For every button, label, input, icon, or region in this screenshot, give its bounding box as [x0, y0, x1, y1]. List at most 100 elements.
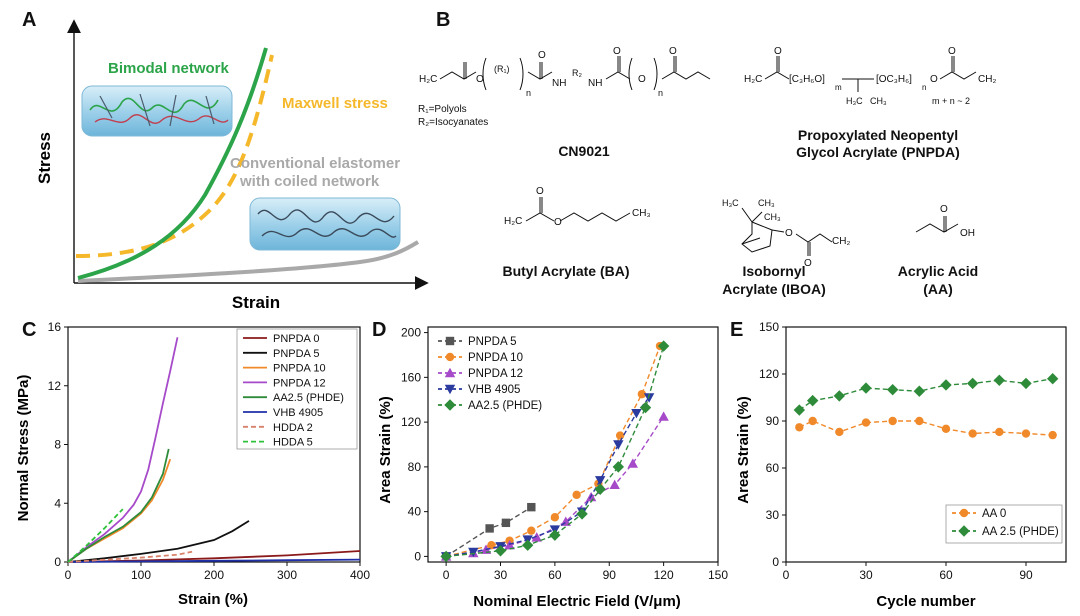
ba-ch2: H₂C [504, 216, 522, 227]
cn9021-nh2: NH [588, 78, 602, 89]
cn9021-nh1: NH [552, 78, 566, 89]
legend-label: PNPDA 10 [468, 352, 523, 364]
data-point [549, 529, 561, 541]
legend-frame [236, 328, 358, 450]
y-tick-label: 0 [414, 549, 421, 563]
iboa-name-line2: Acrylate (IBOA) [722, 281, 825, 297]
ba-structure: H₂C O O CH₃ Butyl Acrylate (BA) [502, 186, 650, 279]
maxwell-label: Maxwell stress [282, 95, 388, 112]
data-point [613, 440, 624, 450]
y-tick-label: 150 [759, 320, 779, 334]
y-tick-label: 160 [401, 370, 421, 384]
pnpda-rep2: [OC₃H₆] [876, 74, 912, 85]
series-aa-0 [795, 416, 1057, 440]
chart-c-y-label: Normal Stress (MPa) [15, 375, 32, 522]
data-point [793, 404, 806, 416]
data-point [940, 379, 952, 391]
series-line [445, 506, 532, 557]
iboa-ch3-1: CH₃ [758, 198, 775, 208]
series-line [67, 508, 124, 563]
data-point [861, 418, 871, 427]
cn9021-r1-def: R₁=Polyols [418, 104, 467, 115]
series-aa-2-5-phde- [793, 373, 1059, 416]
series-aa2-5-phde- [67, 448, 170, 563]
data-point [833, 390, 846, 402]
data-point [1046, 373, 1059, 385]
y-tick-label: 4 [54, 496, 61, 510]
data-point [468, 547, 479, 558]
legend-label: PNPDA 12 [468, 368, 523, 380]
legend-label: AA2.5 (PHDE) [468, 400, 542, 412]
aa-structure: O OH Acrylic Acid (AA) [898, 204, 978, 297]
chart-c-x-label: Strain (%) [178, 591, 248, 608]
legend-label: AA 2.5 (PHDE) [982, 526, 1059, 538]
data-point [494, 545, 507, 557]
cn9021-o5: O [669, 46, 677, 57]
data-point [835, 427, 844, 437]
data-point [576, 508, 588, 520]
x-tick-label: 300 [277, 568, 297, 582]
ba-o1: O [536, 186, 544, 197]
y-tick-label: 8 [54, 438, 61, 452]
data-point [637, 389, 647, 399]
data-point [913, 385, 926, 397]
x-tick-label: 120 [654, 568, 674, 582]
series-hdda-2 [67, 550, 193, 563]
data-point [1048, 430, 1057, 440]
legend-marker [445, 336, 455, 346]
data-point [485, 524, 494, 533]
y-tick-label: 90 [766, 414, 780, 428]
data-point [886, 383, 899, 396]
series-line [67, 337, 179, 563]
data-point [572, 490, 581, 500]
conventional-label-line1: Conventional elastomer [230, 155, 400, 172]
x-tick-label: 0 [783, 568, 790, 582]
series-pnpda-5 [67, 520, 250, 563]
legend-marker [444, 367, 456, 378]
series-aa2-5-phde- [440, 340, 670, 563]
data-point [806, 394, 819, 407]
legend-label: VHB 4905 [468, 384, 520, 396]
x-tick-label: 90 [1019, 568, 1033, 582]
data-point [968, 429, 977, 438]
ba-ch3: CH₃ [632, 208, 651, 219]
x-tick-label: 150 [708, 568, 728, 582]
data-point [915, 416, 924, 426]
legend-label: AA2.5 (PHDE) [273, 392, 344, 404]
series-line [67, 448, 170, 563]
x-tick-label: 400 [350, 568, 370, 582]
legend-marker [444, 384, 456, 395]
cn9021-o2: O [538, 50, 546, 61]
panel-a: A Stress Strain Bimodal network Maxwell … [22, 9, 429, 312]
panel-a-y-label: Stress [35, 132, 54, 184]
data-point [795, 423, 804, 432]
cn9021-o3: O [613, 46, 621, 57]
data-point [631, 408, 642, 419]
cn9021-r2-sub: R₂ [572, 68, 582, 78]
y-tick-label: 120 [401, 415, 421, 429]
pnpda-ch2-end: CH₂ [978, 74, 996, 85]
iboa-h3c: H₃C [722, 198, 739, 208]
y-tick-label: 16 [48, 320, 62, 334]
chart-c-legend: PNPDA 0 PNPDA 5 PNPDA 10 PNPDA 12 AA2.5 (PHD… [236, 328, 358, 450]
pnpda-o1: O [774, 46, 782, 57]
data-point [521, 539, 534, 551]
bimodal-label: Bimodal network [108, 60, 230, 77]
x-tick-label: 200 [204, 568, 224, 582]
coiled-network-illustration [249, 197, 401, 251]
cn9021-r2-def: R₂=Isocyanates [418, 117, 488, 128]
aa-oh: OH [960, 228, 975, 239]
data-point [657, 340, 670, 352]
pnpda-ch3: CH₃ [870, 96, 887, 106]
series-pnpda-10 [67, 458, 172, 563]
data-point [808, 416, 817, 426]
pnpda-name-line2: Glycol Acrylate (PNPDA) [796, 144, 960, 160]
series-line [799, 420, 1053, 436]
data-point [966, 377, 979, 390]
aa-name-line1: Acrylic Acid [898, 263, 978, 279]
